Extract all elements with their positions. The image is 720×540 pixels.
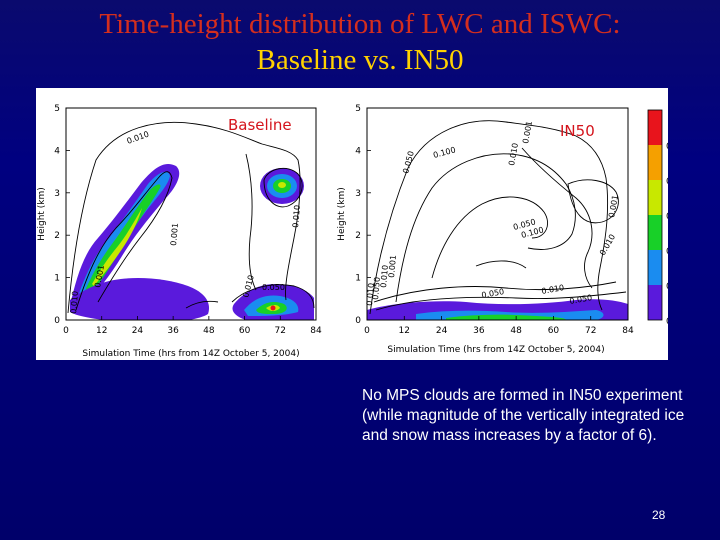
baseline-x-axis-label: Simulation Time (hrs from 14Z October 5,… [82, 349, 299, 359]
baseline-plot: 0.001 0.010 0.001 0.010 0.050 0.010 0.01… [37, 104, 322, 359]
colorbar-label: 0.050 [666, 282, 668, 292]
contour-label: 0.010 [291, 205, 302, 229]
x-tick-label: 72 [275, 326, 286, 336]
x-tick-label: 36 [473, 326, 485, 336]
contour-label: 0.001 [169, 223, 180, 247]
colorbar-swatch [648, 110, 662, 145]
in50-x-axis-label: Simulation Time (hrs from 14Z October 5,… [387, 345, 604, 355]
contour-label: 0.050 [481, 287, 505, 300]
baseline-y-axis-label: Height (km) [37, 187, 47, 241]
colorbar: 0.250 0.200 0.150 0.100 0.050 0.010 [647, 109, 692, 327]
contour-label: 0.001 [607, 194, 620, 218]
colorbar-label: 0.010 [666, 317, 668, 327]
x-tick-label: 48 [203, 326, 215, 336]
x-tick-label: 24 [436, 326, 448, 336]
contour-label: 0.010 [598, 233, 617, 257]
in50-panel-label: IN50 [560, 122, 595, 140]
contour-label: 0.010 [379, 265, 390, 289]
baseline-contours [67, 121, 315, 314]
colorbar-swatch [648, 215, 662, 250]
contour-label: 0.010 [365, 283, 376, 307]
figure-svg: 0.001 0.010 0.001 0.010 0.050 0.010 0.01… [37, 104, 692, 359]
y-tick-label: 1 [54, 274, 60, 284]
colorbar-label: 0.200 [666, 177, 668, 187]
y-tick-label: 0 [355, 316, 361, 326]
y-tick-label: 2 [54, 231, 60, 241]
x-tick-label: 48 [510, 326, 522, 336]
x-tick-label: 60 [548, 326, 560, 336]
colorbar-label: 0.150 [666, 212, 668, 222]
x-tick-label: 84 [622, 326, 634, 336]
colorbar-label: 0.100 [666, 247, 668, 257]
in50-shading [367, 299, 628, 320]
x-tick-label: 60 [239, 326, 251, 336]
in50-plot: 0.050 0.100 0.010 0.001 0.050 0.100 0.00… [337, 104, 634, 355]
colorbar-label: 0.250 [666, 142, 668, 152]
contour-label: 0.050 [569, 293, 593, 306]
contour-label: 0.050 [371, 277, 382, 301]
y-tick-label: 0 [54, 316, 60, 326]
colorbar-swatch [648, 180, 662, 215]
y-tick-label: 2 [355, 231, 361, 241]
x-tick-label: 84 [310, 326, 322, 336]
title-line-1: Time-height distribution of LWC and ISWC… [99, 8, 621, 40]
y-tick-label: 3 [54, 189, 60, 199]
colorbar-swatch [648, 145, 662, 180]
contour-label: 0.001 [521, 120, 534, 144]
slide-title: Time-height distribution of LWC and ISWC… [0, 6, 720, 78]
y-tick-label: 1 [355, 274, 361, 284]
contour-label: 0.100 [432, 145, 456, 160]
page-number: 28 [652, 508, 666, 522]
contour-label: 0.010 [541, 283, 565, 296]
contour-label: 0.010 [69, 291, 80, 315]
y-tick-label: 5 [355, 104, 361, 114]
y-tick-label: 5 [54, 104, 60, 114]
x-tick-label: 12 [96, 326, 107, 336]
y-tick-label: 3 [355, 189, 361, 199]
figure-panel: 0.001 0.010 0.001 0.010 0.050 0.010 0.01… [36, 88, 692, 360]
x-tick-label: 24 [132, 326, 144, 336]
y-tick-label: 4 [355, 146, 361, 156]
x-tick-label: 0 [364, 326, 370, 336]
contour-label: 0.010 [507, 142, 520, 166]
contour-label: 0.001 [93, 264, 106, 288]
contour-label: 0.050 [401, 150, 416, 174]
x-tick-label: 72 [585, 326, 596, 336]
colorbar-swatch [648, 285, 662, 320]
contour-label: 0.050 [262, 283, 285, 292]
x-tick-label: 12 [399, 326, 410, 336]
baseline-panel-label: Baseline [228, 116, 292, 134]
contour-label: 0.001 [387, 255, 398, 279]
x-tick-label: 0 [63, 326, 69, 336]
colorbar-frame [647, 109, 663, 321]
contour-label: 0.010 [126, 130, 151, 146]
title-line-2: Baseline vs. IN50 [256, 44, 464, 76]
in50-contours [369, 120, 627, 315]
caption-text: No MPS clouds are formed in IN50 experim… [362, 387, 685, 444]
baseline-shading [70, 163, 314, 320]
colorbar-swatch [648, 250, 662, 285]
y-tick-label: 4 [54, 146, 60, 156]
in50-y-axis-label: Height (km) [337, 187, 347, 241]
x-tick-label: 36 [167, 326, 179, 336]
